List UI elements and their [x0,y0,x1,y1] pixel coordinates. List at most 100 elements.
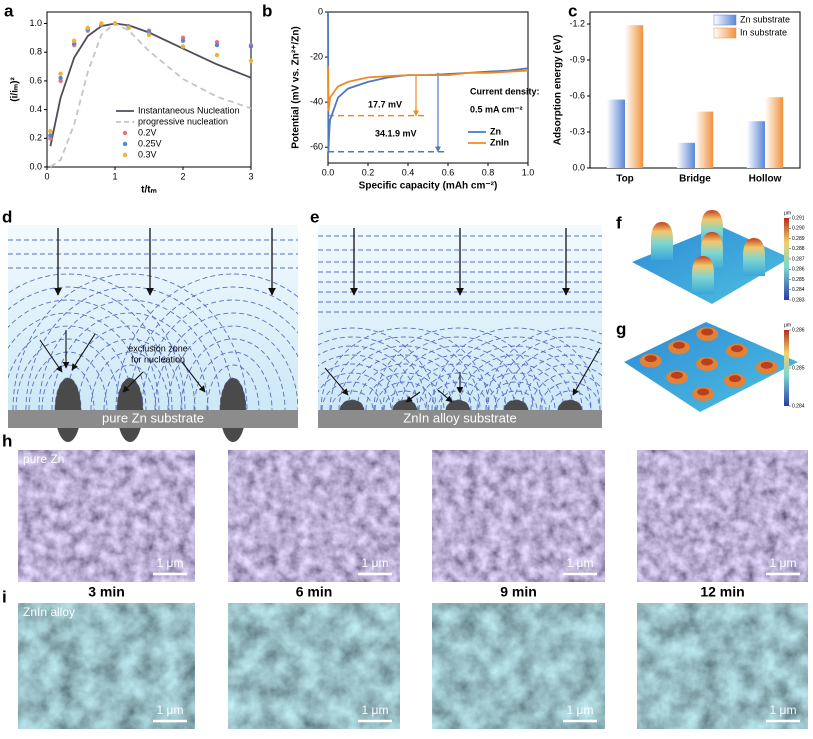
dome-top [731,345,743,353]
field-arc [115,273,298,410]
arcs [318,235,602,410]
sample-label: ZnIn alloy [23,605,75,619]
x-tick-label: 0 [44,171,49,181]
field-arc [418,372,498,410]
data-point [180,44,186,49]
field-arc [382,336,534,410]
field-arc [318,336,428,410]
legend-label: 0.3V [138,149,157,159]
field-arc [206,364,260,410]
panel-label: d [2,207,12,226]
field-arc [318,327,437,410]
data-point [72,38,77,43]
substrate [8,410,298,428]
annotation: 0.5 mA cm⁻² [470,104,522,114]
panel-label: e [310,207,319,226]
x-tick-label: 1.0 [522,167,535,177]
dome-top [701,358,713,366]
dome-top [671,371,683,379]
colorbar-unit: μm [784,210,791,216]
field-arc [347,354,463,410]
field-arc [318,372,392,410]
legend-swatch [122,141,128,147]
colorbar-unit: μm [784,322,791,328]
dome-top [701,328,714,336]
y-axis-label: Potential (mV vs. Zn²⁺/Zn) [291,26,302,149]
y-tick-label: 0.6 [29,75,42,85]
time-label: 12 min [700,584,744,600]
field-arc [440,336,592,410]
field-arc [427,381,489,410]
sem-image [637,450,808,582]
legend-label: ZnIn [490,137,509,147]
data-line [327,66,529,112]
field-arc [180,338,286,410]
data-point [85,25,91,30]
field-arc [373,327,543,410]
y-tick-label: -60 [310,142,323,152]
panel-label: i [2,587,7,606]
field-arc [8,286,173,410]
sem-image [18,603,195,729]
field-arc [320,327,490,410]
annotation: 34.1.9 mV [375,128,417,138]
y-tick-label: -0.3 [569,126,585,136]
field-arc [356,363,454,410]
field-arc [8,325,134,410]
colorbar-label: 0.284 [792,403,805,409]
peak [651,222,673,260]
field-arc [128,286,298,410]
short-arrow [405,391,421,403]
time-label: 6 min [296,584,333,600]
y-tick-label: -1.2 [569,18,585,28]
field-arc [431,327,601,410]
note: exclusion zone [128,343,188,353]
x-tick-label: 0.4 [402,167,415,177]
data-point [248,44,254,49]
x-tick-label: 1 [112,171,117,181]
annotation: 17.7 mV [368,99,402,109]
colorbar [784,330,789,406]
legend-label: 0.25V [138,138,162,148]
data-point [214,52,220,58]
colorbar-label: 0.289 [792,236,805,242]
sem-image [228,450,400,582]
scale-bar-label: 1 μm [362,703,389,717]
sem-image [432,450,605,582]
dome-top [760,361,773,369]
dome-top [673,341,685,349]
substrate-label: ZnIn alloy substrate [403,410,516,425]
sem-image [18,450,195,582]
field-arc [77,338,183,410]
field-arc [12,273,248,410]
field-arc [8,312,147,410]
field-arc [38,299,222,410]
short-arrow [437,389,453,403]
x-tick-label: 0.6 [442,167,455,177]
bar [676,142,695,168]
colorbar-label: 0.286 [792,267,805,273]
short-arrow [122,371,144,393]
colorbar-label: 0.291 [792,215,805,221]
y-tick-label: -20 [310,51,323,61]
colorbar-label: 0.286 [792,327,805,333]
bar [695,111,714,168]
legend-label: Zn [490,126,501,136]
x-axis-label: t/tₘ [141,185,157,196]
y-tick-label: -0.6 [569,90,585,100]
field-arc [64,325,196,410]
field-arc [400,354,516,410]
legend-label: 0.2V [138,127,157,137]
data-point [58,71,63,76]
field-arc [512,354,602,410]
field-arc [193,351,273,410]
colorbar-label: 0.285 [792,365,805,371]
annotation: Current density: [470,86,540,96]
field-arc [15,338,121,410]
data-point [214,42,220,48]
x-tick-label: 0.0 [322,167,335,177]
data-point [48,133,53,138]
colorbar [784,218,789,300]
data-point [146,32,152,38]
